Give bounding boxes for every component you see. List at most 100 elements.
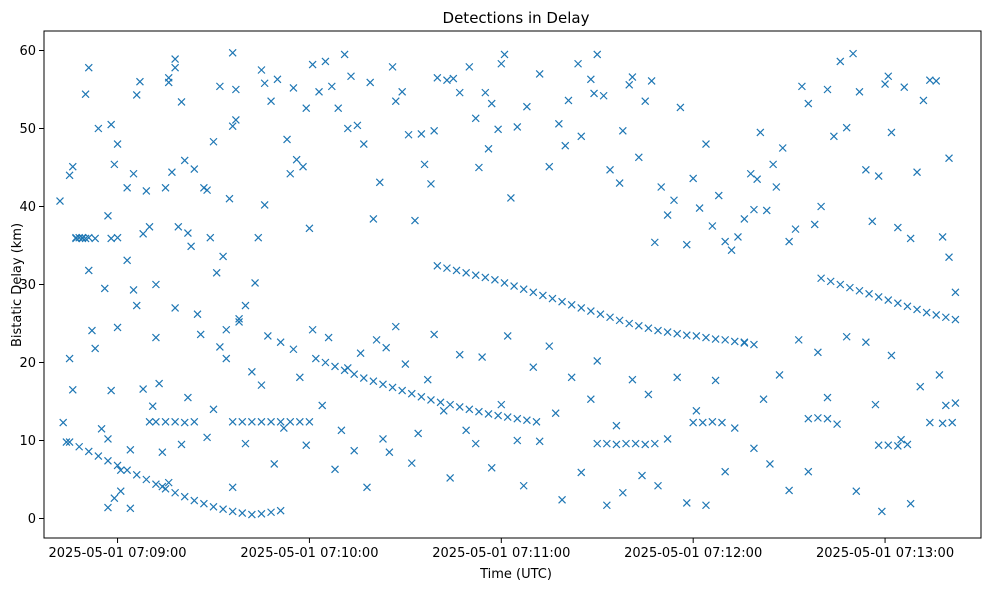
data-point: [305, 417, 314, 426]
data-point: [286, 417, 295, 426]
data-point: [855, 87, 864, 96]
data-point: [682, 331, 691, 340]
chart-title: Detections in Delay: [443, 9, 590, 27]
data-point: [180, 156, 189, 165]
data-point: [417, 392, 426, 401]
data-point: [727, 246, 736, 255]
data-point: [471, 439, 480, 448]
data-point: [644, 390, 653, 399]
data-point: [439, 406, 448, 415]
data-point: [145, 417, 154, 426]
data-point: [945, 154, 953, 163]
data-point: [945, 253, 953, 262]
data-point: [113, 323, 122, 332]
data-point: [519, 285, 528, 294]
data-point: [136, 77, 144, 86]
x-tick-label: 2025-05-01 07:12:00: [624, 546, 762, 561]
data-point: [148, 402, 157, 411]
data-point: [484, 144, 493, 153]
data-point: [190, 496, 199, 505]
data-point: [443, 264, 451, 273]
data-point: [913, 168, 921, 177]
data-point: [823, 85, 832, 94]
data-point: [452, 266, 461, 275]
data-point: [916, 382, 925, 391]
data-point: [321, 358, 330, 367]
y-tick-label: 0: [28, 512, 36, 527]
data-point: [618, 488, 627, 497]
data-point: [59, 418, 68, 427]
data-point: [663, 435, 672, 443]
data-point: [740, 338, 749, 347]
data-point: [650, 238, 659, 247]
data-point: [708, 417, 717, 426]
data-point: [219, 252, 228, 261]
data-point: [222, 354, 231, 363]
data-point: [391, 97, 400, 106]
data-point: [887, 128, 896, 137]
data-point: [791, 225, 800, 234]
data-point: [455, 88, 464, 97]
data-point: [823, 414, 832, 423]
data-point: [123, 183, 132, 192]
data-point: [324, 333, 333, 342]
data-point: [522, 416, 531, 425]
data-point: [842, 332, 851, 341]
data-point: [794, 335, 803, 344]
data-point: [612, 440, 621, 449]
data-point: [874, 441, 883, 450]
y-tick-label: 50: [19, 122, 36, 137]
data-point: [215, 82, 224, 91]
data-point: [107, 234, 116, 243]
data-point: [299, 162, 307, 171]
data-point: [695, 204, 704, 212]
data-point: [228, 507, 237, 516]
data-point: [110, 160, 119, 169]
data-point: [343, 364, 352, 372]
data-point: [750, 444, 758, 453]
data-point: [180, 492, 189, 501]
data-point: [718, 418, 726, 427]
data-point: [884, 296, 893, 305]
data-point: [529, 288, 538, 297]
data-point: [267, 97, 275, 106]
data-point: [353, 121, 362, 130]
data-point: [689, 418, 698, 427]
data-point: [545, 342, 554, 351]
data-point: [759, 395, 768, 404]
data-point: [104, 456, 112, 465]
data-point: [941, 401, 950, 410]
data-point: [849, 49, 858, 58]
data-point: [171, 303, 180, 312]
data-point: [398, 386, 407, 395]
data-point: [465, 405, 474, 414]
data-point: [753, 175, 762, 184]
data-point: [215, 342, 224, 351]
data-point: [513, 123, 522, 131]
data-point: [222, 325, 231, 334]
data-point: [903, 440, 912, 449]
data-point: [375, 178, 384, 187]
x-tick-label: 2025-05-01 07:11:00: [432, 546, 570, 561]
data-point: [906, 499, 915, 508]
data-point: [145, 222, 154, 231]
data-point: [180, 418, 189, 427]
data-point: [826, 277, 835, 286]
data-point: [618, 126, 627, 135]
data-point: [522, 102, 531, 111]
data-point: [833, 420, 842, 429]
data-point: [513, 414, 522, 423]
data-point: [564, 96, 573, 105]
data-point: [602, 439, 611, 448]
data-point: [893, 299, 902, 308]
data-point: [331, 362, 339, 371]
data-point: [369, 215, 378, 223]
data-point: [881, 80, 889, 88]
data-point: [174, 222, 183, 231]
data-point: [372, 335, 381, 344]
data-point: [593, 357, 602, 365]
data-point: [84, 233, 93, 242]
data-point: [730, 424, 739, 432]
data-point: [641, 97, 650, 106]
data-point: [842, 123, 851, 132]
